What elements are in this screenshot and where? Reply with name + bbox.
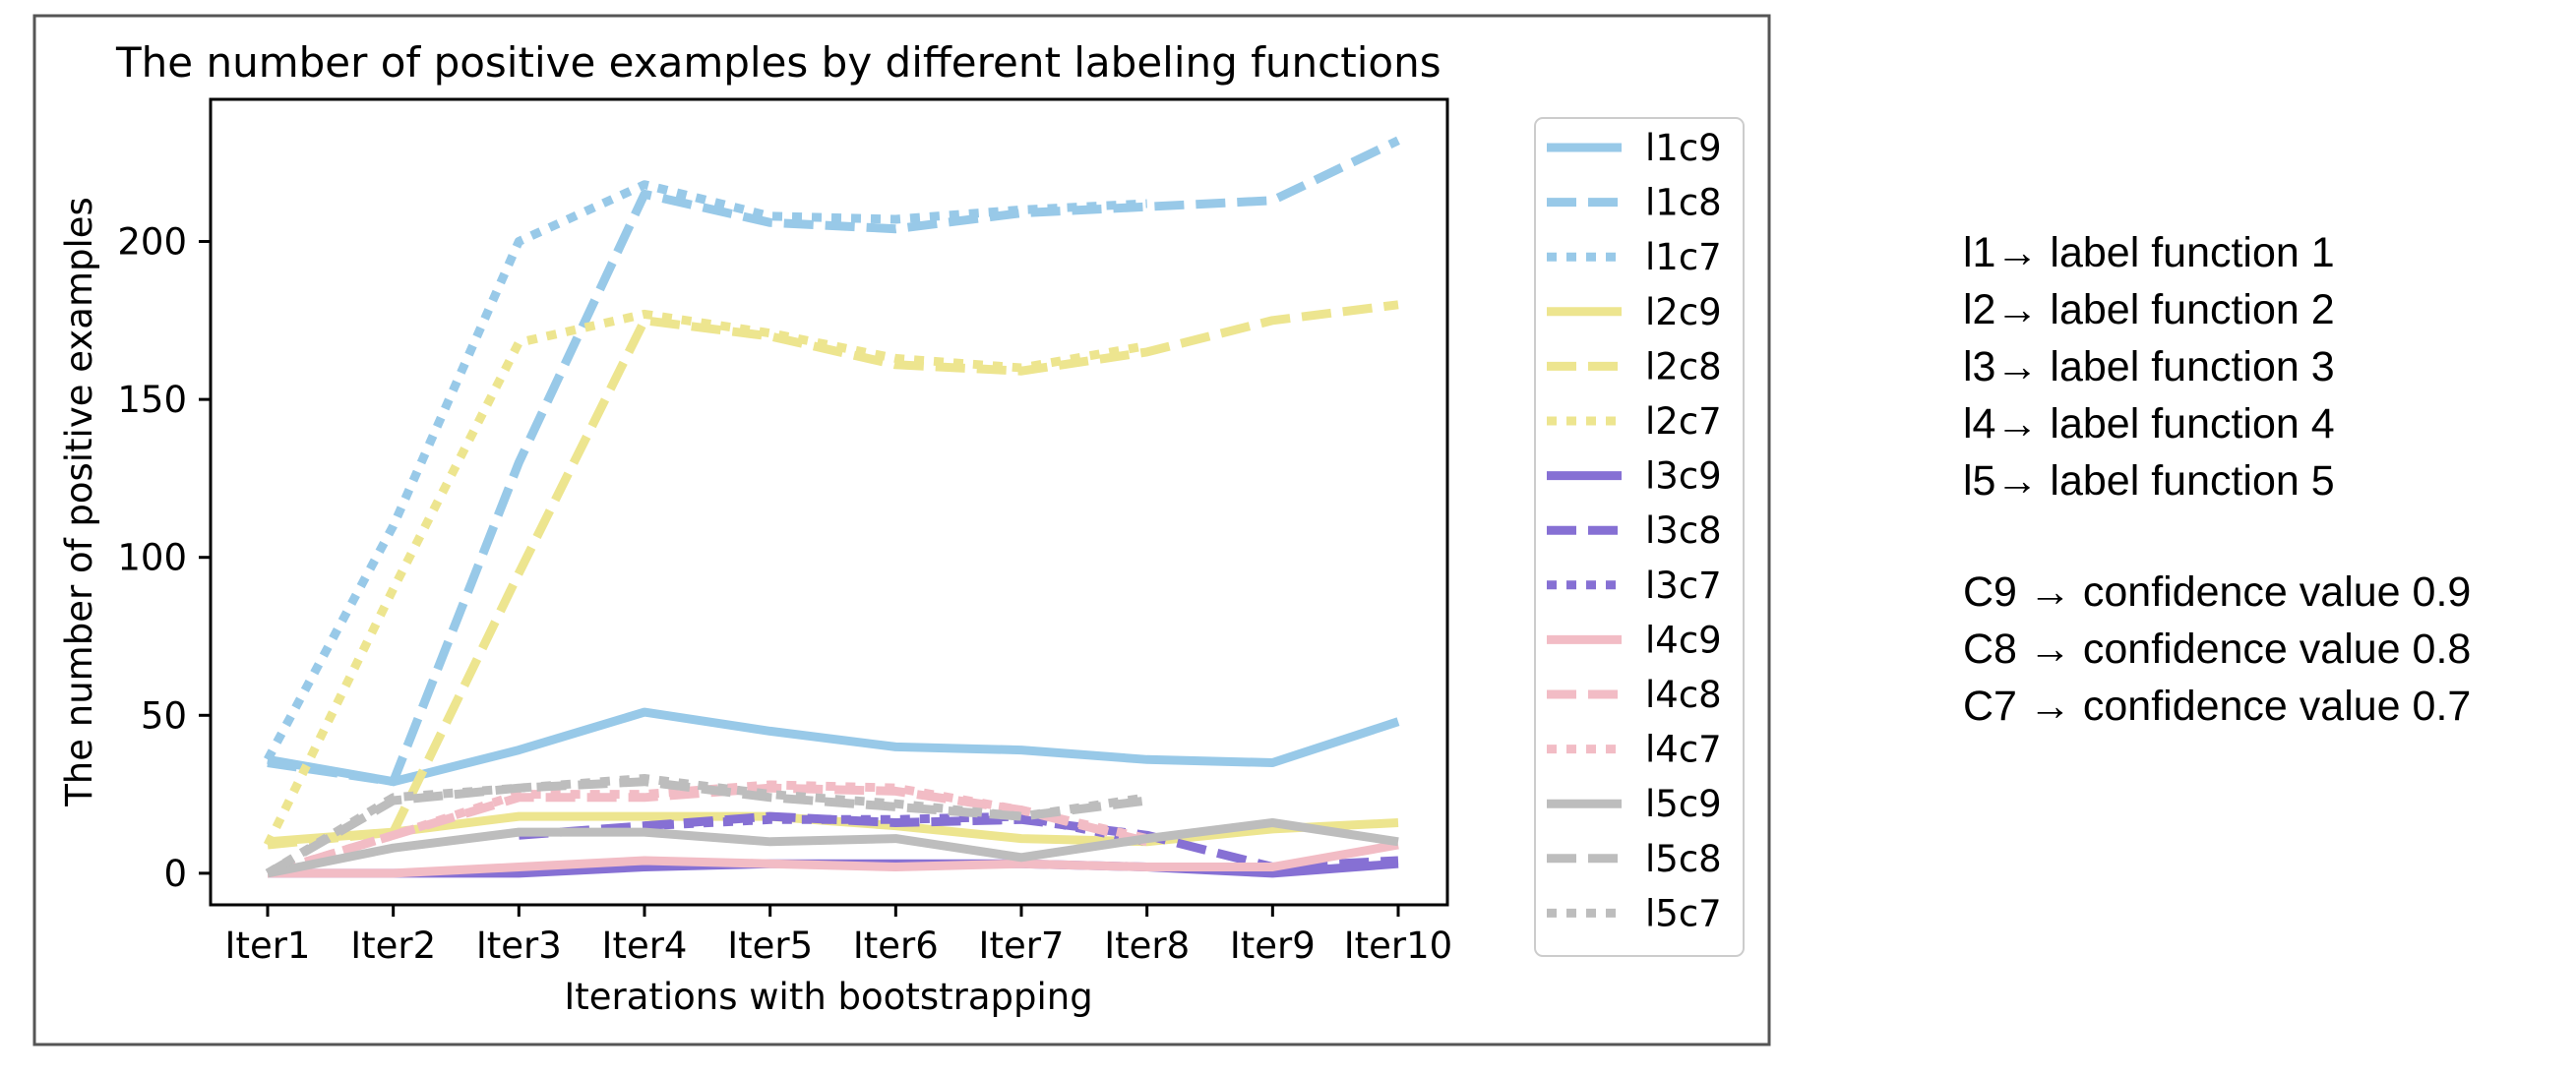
legend-label-l2c8: l2c8 — [1645, 345, 1722, 388]
legend-label-l2c7: l2c7 — [1645, 400, 1722, 443]
figure-frame — [32, 14, 1771, 1046]
note-line: l2→ label function 2 — [1963, 286, 2335, 333]
label-function-notes: l1→ label function 1 l2→ label function … — [1963, 224, 2335, 509]
confidence-notes: C9 → confidence value 0.9 C8 → confidenc… — [1963, 564, 2471, 735]
legend-label-l3c9: l3c9 — [1645, 455, 1722, 498]
y-tick-label: 100 — [117, 537, 187, 579]
plot-area — [263, 136, 1400, 878]
legend-label-l2c9: l2c9 — [1645, 291, 1722, 333]
legend-label-l5c8: l5c8 — [1645, 838, 1722, 880]
series-line-l1c8 — [267, 136, 1400, 787]
x-tick-label: Iter6 — [853, 925, 939, 967]
series-line-l5c7 — [265, 774, 1148, 877]
y-tick-label: 0 — [163, 853, 187, 895]
y-tick-label: 50 — [141, 694, 187, 737]
note-line: l1→ label function 1 — [1963, 229, 2335, 276]
legend-label-l1c9: l1c9 — [1645, 127, 1722, 169]
y-axis-label: The number of positive examples — [58, 197, 100, 807]
legend-label-l4c7: l4c7 — [1645, 729, 1722, 771]
legend-label-l5c9: l5c9 — [1645, 783, 1722, 825]
x-tick-label: Iter1 — [225, 925, 311, 967]
x-tick-label: Iter4 — [602, 925, 688, 967]
axes: Iter1 Iter2 Iter3 Iter4 Iter5 Iter6 Iter7 Iter8… — [117, 221, 1452, 967]
series-line-l2c8 — [267, 300, 1399, 850]
series-line-l4c8 — [266, 783, 1148, 878]
x-tick-label: Iter10 — [1344, 925, 1452, 967]
legend-label-l1c8: l1c8 — [1645, 182, 1722, 224]
x-axis-label: Iterations with bootstrapping — [564, 976, 1092, 1018]
x-tick-label: Iter8 — [1104, 925, 1190, 967]
series-line-l1c9 — [267, 707, 1400, 787]
x-tick-label: Iter3 — [476, 925, 562, 967]
legend-label-l3c8: l3c8 — [1645, 509, 1722, 552]
y-tick-label: 150 — [117, 379, 187, 421]
y-tick-label: 200 — [117, 221, 187, 264]
legend: l1c9 l1c8 l1c7 l2c9 l2c8 l2c7 l3c9 l3c8 l3c7 l4c9… — [1534, 117, 1745, 957]
series-line-l4c9 — [268, 840, 1399, 878]
series-line-l1c7 — [264, 180, 1147, 762]
legend-label-l4c8: l4c8 — [1645, 674, 1722, 716]
note-line: C9 → confidence value 0.9 — [1963, 568, 2472, 616]
note-line: l4→ label function 4 — [1963, 400, 2335, 448]
note-line: C8 → confidence value 0.8 — [1963, 626, 2472, 673]
legend-label-l1c7: l1c7 — [1645, 236, 1722, 278]
note-line: l3→ label function 3 — [1963, 343, 2335, 390]
x-tick-label: Iter9 — [1230, 925, 1316, 967]
axes-frame — [209, 97, 1449, 907]
chart-title: The number of positive examples by diffe… — [115, 38, 1441, 87]
x-tick-label: Iter5 — [727, 925, 813, 967]
series-line-l5c9 — [267, 818, 1399, 878]
legend-label-l5c7: l5c7 — [1645, 892, 1722, 934]
legend-label-l3c7: l3c7 — [1645, 565, 1722, 607]
series-line-l2c7 — [263, 309, 1148, 847]
note-line: l5→ label function 5 — [1963, 457, 2335, 505]
legend-label-l4c9: l4c9 — [1645, 619, 1722, 661]
x-tick-label: Iter2 — [350, 925, 436, 967]
x-tick-label: Iter7 — [979, 925, 1065, 967]
note-line: C7 → confidence value 0.7 — [1963, 683, 2472, 730]
